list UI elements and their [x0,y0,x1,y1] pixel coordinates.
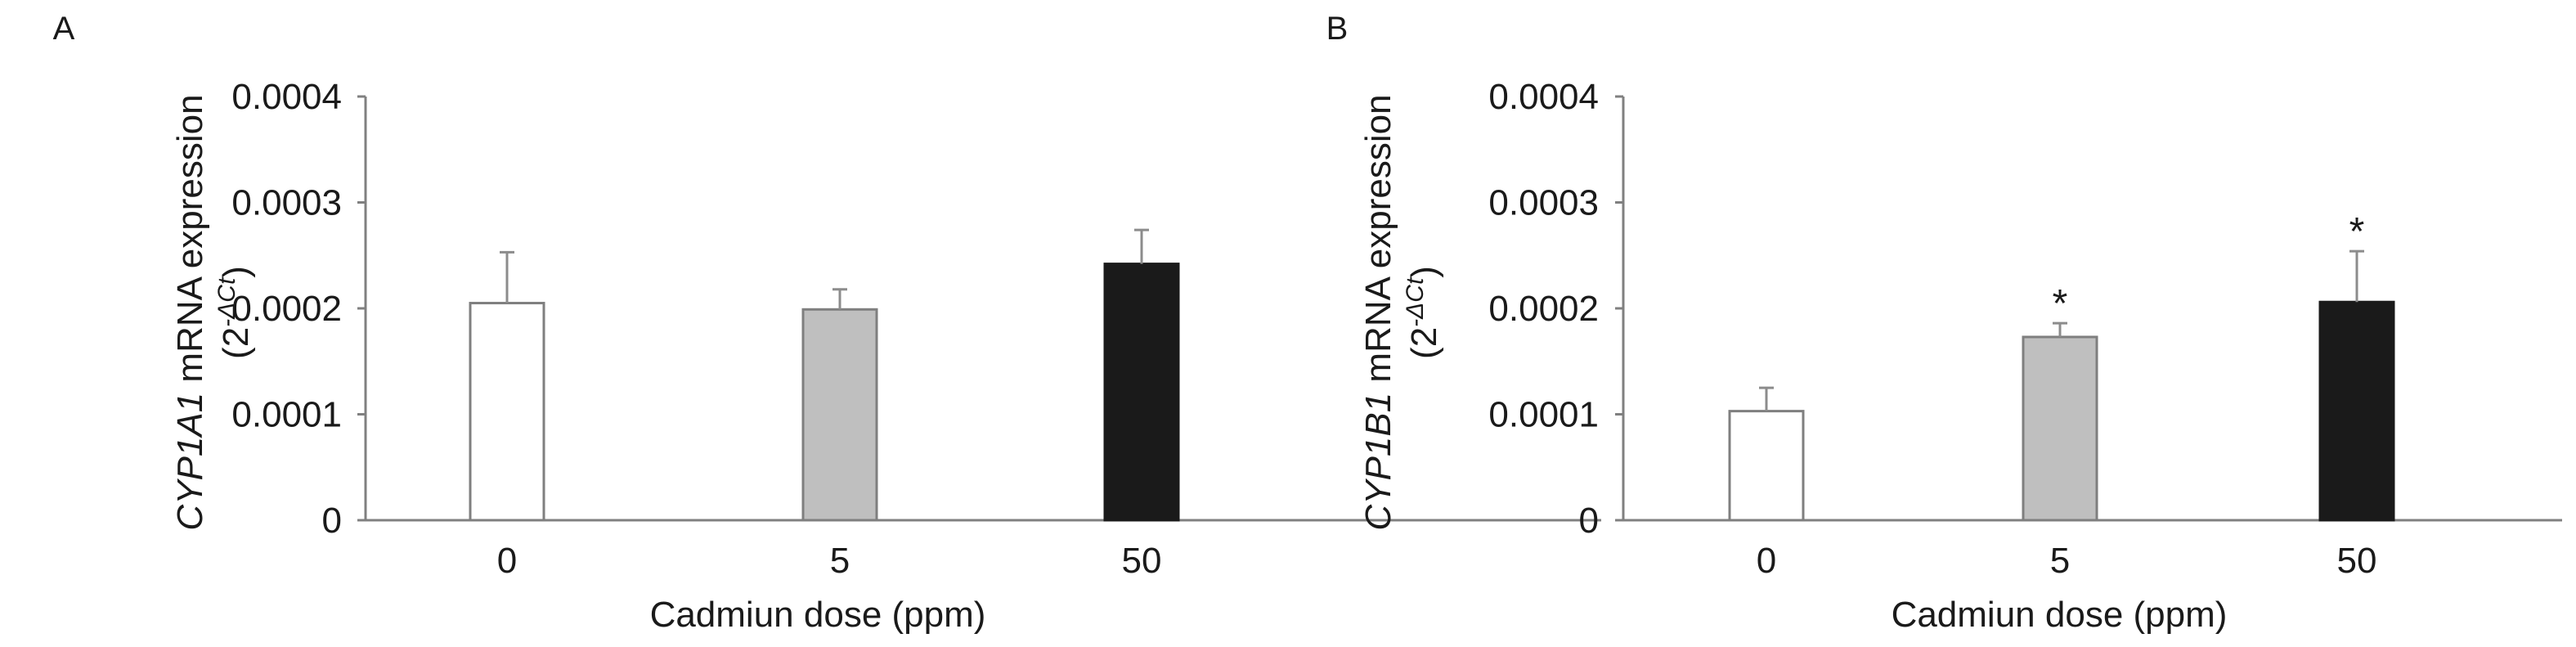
y-axis-title: CYP1B1 mRNA expression [1358,94,1398,530]
y-axis-gene: CYP1B1 [1358,393,1398,531]
y-axis-gene: CYP1A1 [170,393,210,531]
y-axis-unit: (2-ΔCt) [213,266,256,359]
bar-0 [1728,410,1805,522]
y-tick-label: 0.0002 [231,289,342,329]
y-tick-label: 0 [1579,501,1599,541]
y-axis-title: CYP1A1 mRNA expression [170,94,210,530]
bar-50 [2318,300,2395,522]
y-tick-label: 0.0004 [1488,77,1599,117]
y-tick-label: 0 [322,501,342,541]
bar-5 [2022,335,2098,522]
significance-marker: * [2053,282,2068,326]
y-tick-label: 0.0002 [1488,289,1599,329]
y-axis-unit: (2-ΔCt) [1402,266,1444,359]
y-axis-title-text: mRNA expression [170,94,210,392]
x-tick-label: 0 [1757,541,1776,581]
y-axis-unit-exponent: -ΔCt [213,276,240,327]
significance-marker: * [2349,210,2365,254]
x-tick-label: 5 [830,541,850,581]
panel-label: B [1326,11,1349,47]
y-tick-label: 0.0001 [1488,395,1599,435]
y-tick-label: 0.0004 [231,77,342,117]
x-axis-title: Cadmiun dose (ppm) [1892,595,2228,635]
y-axis-unit-base: (2 [1404,327,1444,359]
chart-panel-b: B 0 0.0001 0.0002 0.0003 0.0004 0 * 5 * 50 Cadmiun … [1326,11,2562,635]
y-axis-unit-base: (2 [216,327,256,359]
bar-5 [801,308,878,522]
y-tick-label: 0.0003 [1488,183,1599,223]
panel-label: A [53,11,75,47]
chart-panel-a: A 0 0.0001 0.0002 0.0003 0.0004 0 5 50 Cadmiun do… [53,11,1601,635]
x-tick-label: 0 [497,541,517,581]
x-tick-label: 5 [2050,541,2070,581]
bar-0 [469,302,545,522]
y-axis-unit-close: ) [216,266,256,278]
y-axis-unit-exponent: -ΔCt [1402,276,1429,327]
x-tick-label: 50 [2337,541,2377,581]
y-tick-label: 0.0001 [231,395,342,435]
y-axis-unit-close: ) [1404,266,1444,278]
x-tick-label: 50 [1122,541,1162,581]
y-axis-title-text: mRNA expression [1358,94,1398,392]
x-axis-title: Cadmiun dose (ppm) [650,595,986,635]
bar-50 [1103,263,1180,522]
y-tick-label: 0.0003 [231,183,342,223]
